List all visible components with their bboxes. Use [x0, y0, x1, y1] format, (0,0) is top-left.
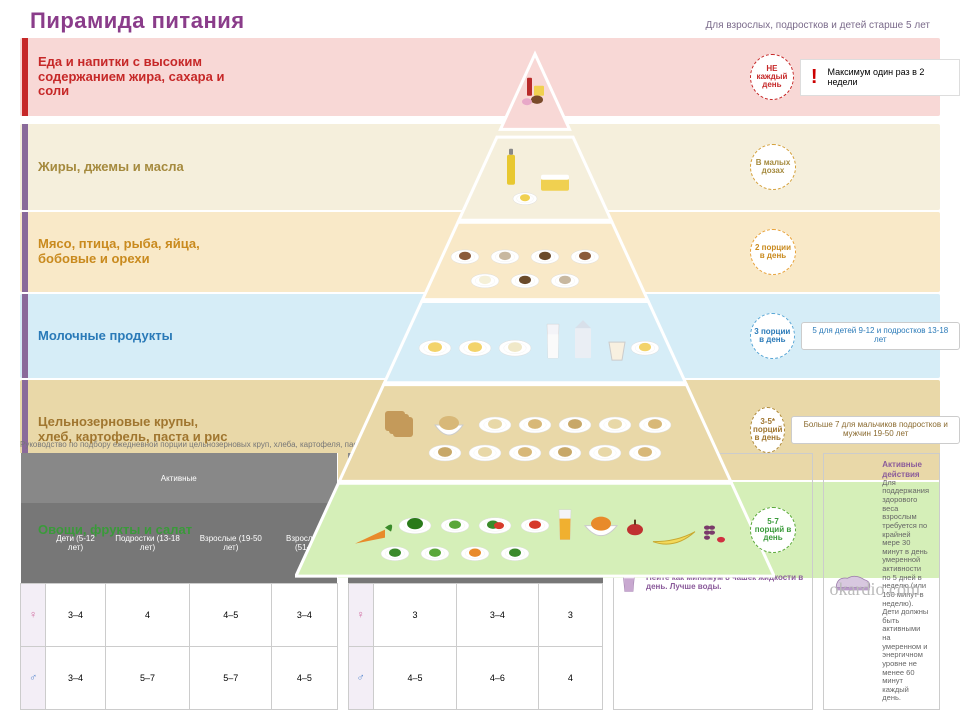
tier-badges: 2 порции в день — [750, 229, 960, 275]
warn-box: ! Максимум один раз в 2 недели — [800, 59, 960, 96]
tier-fats: Жиры, джемы и масла В малых дозах — [0, 124, 960, 210]
tier-label: Мясо, птица, рыба, яйца, бобовые и орехи — [0, 237, 230, 267]
tier-badges: 3 порции в день 5 для детей 9-12 и подро… — [750, 313, 960, 359]
tier-label: Еда и напитки с высоким содержанием жира… — [0, 55, 230, 100]
tier-badges: 3-5* порций в день Больше 7 для мальчико… — [750, 407, 960, 453]
portion-badge: В малых дозах — [750, 144, 796, 190]
tier-junk: Еда и напитки с высоким содержанием жира… — [0, 38, 960, 116]
portion-badge: 3 порции в день — [750, 313, 795, 359]
tier-badges: НЕ каждый день ! Максимум один раз в 2 не… — [750, 54, 960, 100]
tier-veg: Овощи, фрукты и салат 5-7 порций в день — [0, 482, 960, 578]
header: Пирамида питания Для взрослых, подростко… — [0, 0, 960, 38]
tier-grains: Цельнозерновые крупы, хлеб, картофель, п… — [0, 380, 960, 480]
tiers-container: Еда и напитки с высоким содержанием жира… — [0, 38, 960, 578]
portion-badge: 3-5* порций в день — [750, 407, 785, 453]
portion-badge: НЕ каждый день — [750, 54, 794, 100]
tier-badges: 5-7 порций в день — [750, 507, 960, 553]
tier-label: Цельнозерновые крупы, хлеб, картофель, п… — [0, 415, 230, 445]
tier-badges: В малых дозах — [750, 144, 960, 190]
tier-dairy: Молочные продукты 3 порции в день 5 для … — [0, 294, 960, 378]
page-title: Пирамида питания — [30, 8, 245, 34]
extra-badge: Больше 7 для мальчиков подростков и мужч… — [791, 416, 960, 444]
portion-badge: 2 порции в день — [750, 229, 796, 275]
exclamation-icon: ! — [811, 66, 818, 89]
tier-label: Жиры, джемы и масла — [0, 160, 230, 175]
portion-badge: 5-7 порций в день — [750, 507, 796, 553]
tier-protein: Мясо, птица, рыба, яйца, бобовые и орехи… — [0, 212, 960, 292]
pyramid-area: Еда и напитки с высоким содержанием жира… — [0, 38, 960, 578]
extra-badge: 5 для детей 9-12 и подростков 13-18 лет — [801, 322, 960, 350]
tier-label: Овощи, фрукты и салат — [0, 523, 230, 538]
page-subtitle: Для взрослых, подростков и детей старше … — [706, 20, 930, 31]
warn-text: Максимум один раз в 2 недели — [828, 67, 950, 87]
tier-label: Молочные продукты — [0, 329, 230, 344]
